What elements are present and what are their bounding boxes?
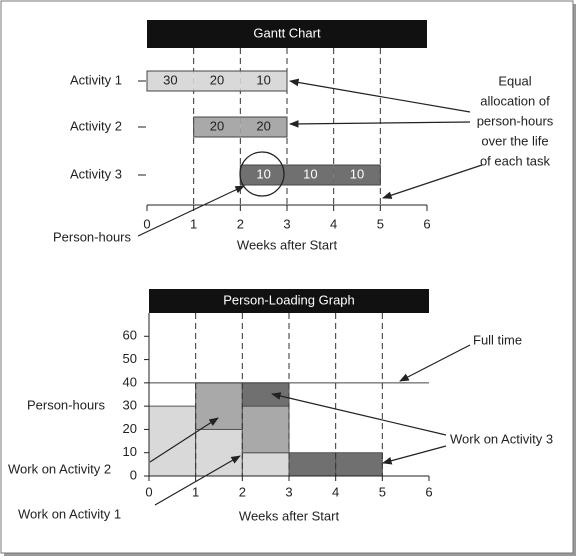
x-tick-label: 3: [285, 484, 292, 499]
series-label: Work on Activity 3: [450, 431, 553, 446]
y-tick-label: 40: [123, 374, 137, 389]
bar-segment: [241, 452, 290, 477]
bar-segment: [288, 452, 337, 477]
arrow: [289, 78, 471, 113]
arrow: [382, 164, 483, 199]
task-segment: [240, 117, 287, 137]
segment-label: 20: [256, 118, 270, 133]
arrow: [149, 417, 219, 463]
title-bar: [147, 20, 427, 48]
task-segment: [193, 71, 241, 91]
y-tick-label: 10: [123, 444, 137, 459]
segment-label: 20: [210, 72, 224, 87]
task-segment: [287, 165, 334, 185]
annotation: over the life: [481, 133, 548, 148]
x-tick-label: 0: [145, 484, 152, 499]
bar-segment: [148, 405, 197, 477]
annotation: Equal: [498, 73, 531, 88]
segment-label: 10: [256, 72, 270, 87]
task-segment: [240, 165, 287, 185]
bar-segment: [241, 382, 290, 407]
x-tick-label: 0: [143, 216, 150, 231]
y-tick-label: 60: [123, 328, 137, 343]
segment-label: 10: [303, 166, 317, 181]
series-label: Work on Activity 2: [8, 461, 111, 476]
annotation: allocation of: [480, 93, 550, 108]
bar-segment: [335, 452, 383, 477]
chart-title: Person-Loading Graph: [223, 292, 355, 307]
segment-label: 20: [210, 118, 224, 133]
task-outline: [193, 116, 288, 138]
x-tick-label: 4: [332, 484, 339, 499]
task-segment: [333, 165, 381, 185]
segment-label: 10: [256, 166, 270, 181]
title-bar: [149, 289, 429, 313]
x-axis-label: Weeks after Start: [239, 508, 340, 523]
task-outline: [146, 70, 288, 92]
arrow: [137, 185, 245, 237]
x-tick-label: 5: [379, 484, 386, 499]
task-segment: [240, 71, 287, 91]
x-tick-label: 6: [425, 484, 432, 499]
bar-segment: [195, 428, 243, 477]
task-label: Activity 3: [70, 166, 122, 181]
bar-segment: [241, 405, 290, 454]
arrow: [289, 120, 471, 128]
segment-label: 10: [350, 166, 364, 181]
x-axis-label: Weeks after Start: [237, 237, 338, 252]
arrow: [382, 445, 447, 465]
chart-title: Gantt Chart: [253, 25, 321, 40]
x-tick-label: 5: [377, 216, 384, 231]
reference-label: Full time: [473, 332, 522, 347]
x-tick-label: 1: [192, 484, 199, 499]
bar-segment: [195, 382, 243, 430]
task-label: Activity 1: [70, 72, 122, 87]
x-tick-label: 4: [330, 216, 337, 231]
annotation: of each task: [480, 153, 551, 168]
segment-label: 30: [163, 72, 177, 87]
task-segment: [147, 71, 194, 91]
arrow: [271, 392, 447, 436]
annotation: Person-hours: [53, 229, 132, 244]
task-label: Activity 2: [70, 118, 122, 133]
arrow: [399, 344, 471, 382]
x-tick-label: 6: [423, 216, 430, 231]
arrow: [154, 455, 241, 506]
annotation: person-hours: [477, 113, 554, 128]
y-tick-label: 0: [130, 467, 137, 482]
x-tick-label: 3: [283, 216, 290, 231]
x-tick-label: 1: [190, 216, 197, 231]
y-axis-label: Person-hours: [27, 397, 106, 412]
task-segment: [193, 117, 241, 137]
x-tick-label: 2: [237, 216, 244, 231]
y-tick-label: 20: [123, 421, 137, 436]
x-tick-label: 2: [239, 484, 246, 499]
y-tick-label: 30: [123, 398, 137, 413]
highlight-circle: [239, 151, 285, 197]
y-tick-label: 50: [123, 351, 137, 366]
series-label: Work on Activity 1: [18, 506, 121, 521]
